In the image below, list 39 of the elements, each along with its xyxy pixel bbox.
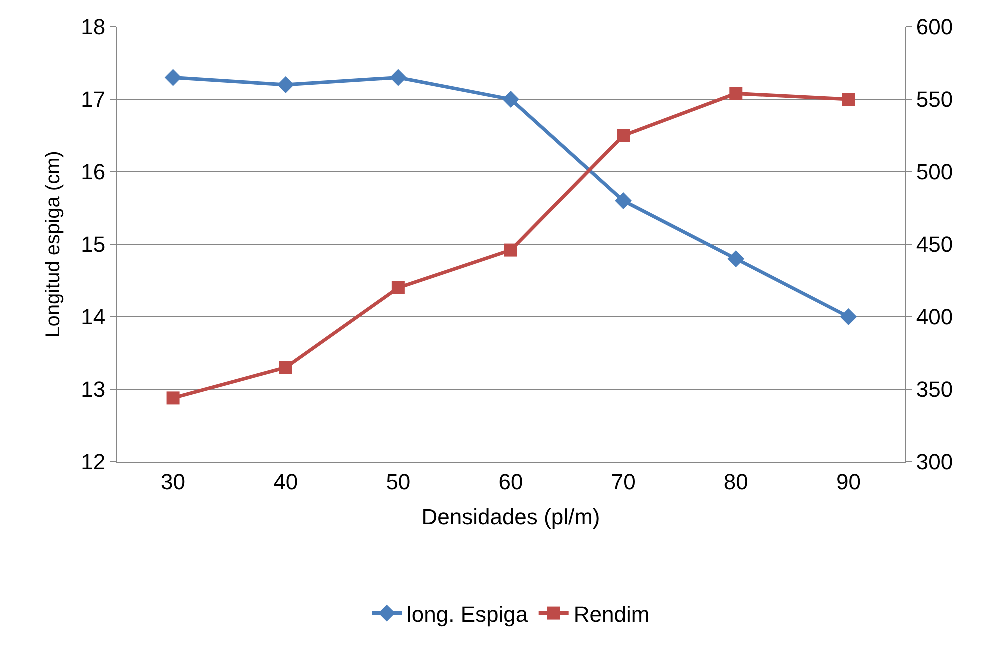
x-tick-label: 30 xyxy=(161,469,186,494)
point xyxy=(842,93,856,106)
point xyxy=(502,91,520,108)
x-tick-label: 90 xyxy=(836,469,861,494)
y2-tick-label: 400 xyxy=(916,304,954,330)
point xyxy=(279,361,292,374)
y-axis-title: Longitud espiga (cm) xyxy=(42,151,65,338)
x-tick-label: 50 xyxy=(386,469,411,494)
y2-tick-label: 550 xyxy=(916,87,954,112)
legend-label: Rendim xyxy=(574,602,650,627)
point xyxy=(617,129,630,142)
x-tick-label: 70 xyxy=(611,469,636,494)
point xyxy=(728,250,745,268)
y2-tick-label: 350 xyxy=(916,377,954,402)
y-tick-label: 14 xyxy=(81,304,106,330)
point xyxy=(164,69,182,86)
x-axis-title: Densidades (pl/m) xyxy=(422,504,600,530)
y-tick-label: 18 xyxy=(81,14,106,40)
point xyxy=(840,308,858,326)
y-tick-label: 17 xyxy=(81,87,106,112)
point xyxy=(730,87,743,100)
point xyxy=(504,244,518,257)
y-tick-label: 15 xyxy=(81,232,106,258)
y-tick-label: 12 xyxy=(81,450,106,475)
x-tick-label: 80 xyxy=(724,469,748,494)
y2-tick-label: 450 xyxy=(916,232,954,258)
point xyxy=(277,76,294,94)
y2-tick-label: 300 xyxy=(916,450,954,475)
x-tick-label: 40 xyxy=(274,469,298,494)
y2-tick-label: 500 xyxy=(916,160,954,185)
y-tick-label: 13 xyxy=(81,377,106,402)
y-tick-label: 16 xyxy=(81,160,106,185)
x-tick-label: 60 xyxy=(498,469,524,494)
point xyxy=(390,69,407,86)
legend-label: long. Espiga xyxy=(407,602,529,627)
point xyxy=(166,392,180,405)
point xyxy=(392,282,405,294)
point xyxy=(615,192,632,210)
y2-tick-label: 600 xyxy=(916,14,954,40)
